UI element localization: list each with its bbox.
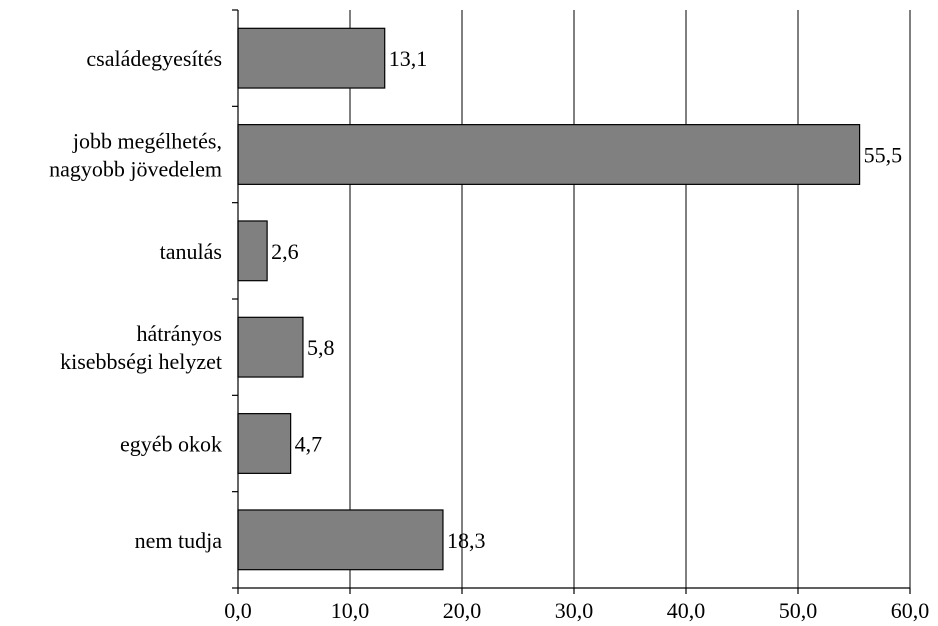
category-label-line: családegyesítés xyxy=(86,46,222,71)
bar-1 xyxy=(237,124,861,185)
value-label-3: 5,8 xyxy=(307,335,335,360)
category-label-4: egyéb okok xyxy=(120,432,222,457)
x-tick-label-2: 20,0 xyxy=(443,598,482,623)
category-label-3: hátrányos kisebbségi helyzet xyxy=(60,321,222,374)
category-label-1: jobb megélhetés, nagyobb jövedelem xyxy=(49,129,222,182)
category-label-line: tanulás xyxy=(160,239,222,264)
category-label-2: tanulás xyxy=(160,239,222,264)
value-label-4: 4,7 xyxy=(295,432,323,457)
category-label-0: családegyesítés xyxy=(86,46,222,71)
category-label-5: nem tudja xyxy=(135,528,223,553)
bar-0 xyxy=(237,27,386,89)
value-label-2: 2,6 xyxy=(271,239,299,264)
category-label-line: jobb megélhetés, xyxy=(72,129,222,154)
x-tick-label-1: 10,0 xyxy=(331,598,370,623)
labels: 13,1 családegyesítés 55,5 jobb megélhetés, n… xyxy=(49,46,929,623)
x-tick-label-0: 0,0 xyxy=(224,598,252,623)
grid-lines xyxy=(349,10,911,588)
bars xyxy=(237,27,861,571)
category-label-line: kisebbségi helyzet xyxy=(60,349,222,374)
category-label-line: nem tudja xyxy=(135,528,223,553)
value-label-5: 18,3 xyxy=(447,528,486,553)
bar-2 xyxy=(237,220,268,282)
value-label-0: 13,1 xyxy=(389,46,428,71)
bar-4 xyxy=(237,413,292,474)
x-tick-label-3: 30,0 xyxy=(555,598,594,623)
bar-3 xyxy=(237,316,304,378)
category-label-line: nagyobb jövedelem xyxy=(49,157,222,182)
value-label-1: 55,5 xyxy=(864,143,903,168)
category-label-line: egyéb okok xyxy=(120,432,222,457)
x-tick-label-6: 60,0 xyxy=(891,598,930,623)
category-label-line: hátrányos xyxy=(136,321,222,346)
x-tick-label-5: 50,0 xyxy=(779,598,818,623)
x-tick-label-4: 40,0 xyxy=(667,598,706,623)
axes xyxy=(232,9,911,594)
bar-5 xyxy=(237,509,444,571)
